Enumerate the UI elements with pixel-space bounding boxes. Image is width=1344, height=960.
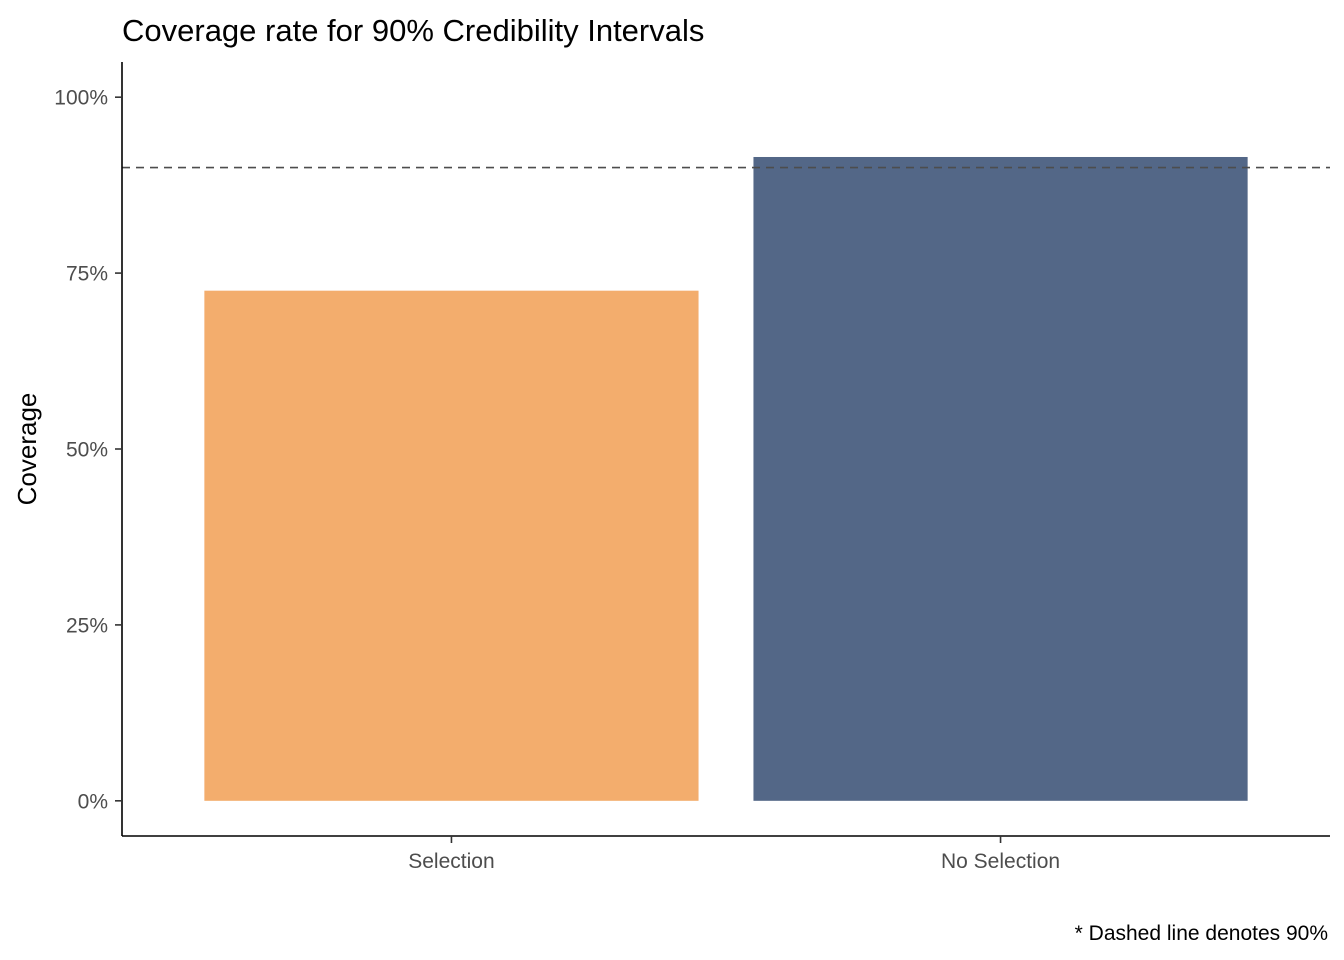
y-tick-label: 50% [66, 439, 108, 462]
x-ticks-layer: Selection No Selection [408, 836, 1060, 873]
bars-layer [204, 156, 1248, 801]
y-tick-label: 0% [78, 790, 108, 813]
bar-selection [204, 290, 699, 801]
y-tick-label: 75% [66, 263, 108, 286]
chart-caption: * Dashed line denotes 90% [1075, 922, 1328, 945]
y-axis-title: Coverage [12, 393, 42, 506]
y-tick-label: 100% [54, 87, 108, 110]
bar-no-selection [753, 156, 1248, 801]
y-tick-label: 25% [66, 614, 108, 637]
x-tick-label: No Selection [941, 850, 1060, 873]
x-tick-label: Selection [408, 850, 494, 873]
y-ticks-layer: 0% 25% 50% 75% 100% [54, 87, 122, 813]
chart-title: Coverage rate for 90% Credibility Interv… [122, 13, 704, 48]
